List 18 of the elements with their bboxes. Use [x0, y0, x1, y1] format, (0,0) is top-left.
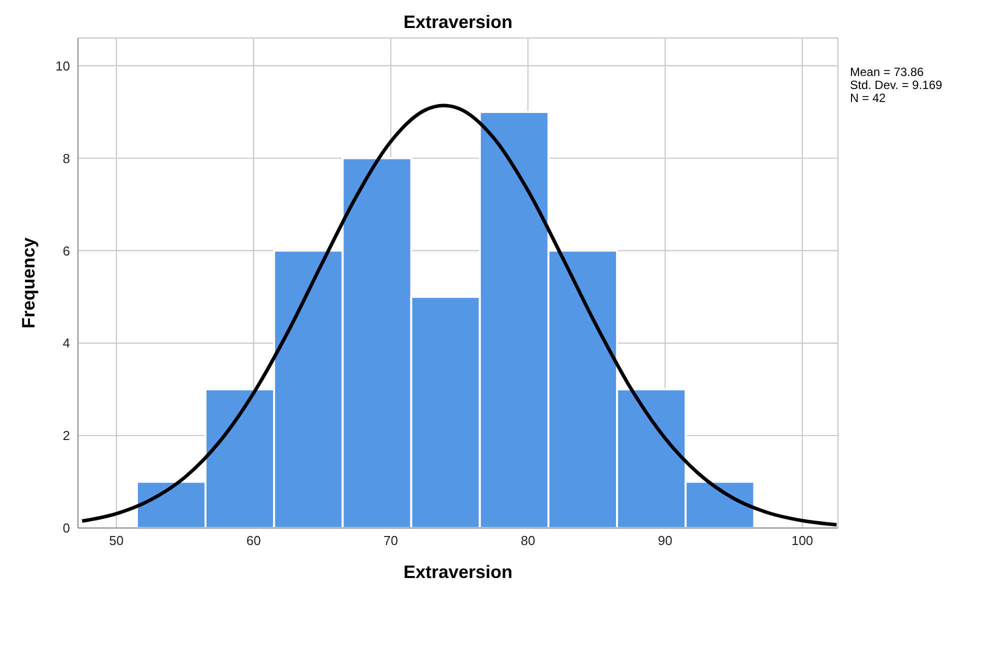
x-tick-label: 70	[384, 533, 398, 548]
x-axis-title: Extraversion	[403, 562, 513, 582]
x-tick-label: 80	[520, 533, 536, 548]
y-tick-label: 4	[62, 336, 70, 351]
y-tick-label: 2	[62, 428, 70, 444]
y-tick-label: 10	[56, 58, 70, 74]
x-tick-label: 50	[109, 533, 124, 548]
text: Std. Dev. = 9.169	[850, 78, 942, 92]
y-tick-label: 6	[62, 243, 70, 258]
text: N = 42	[850, 91, 887, 105]
y-axis-title: Frequency	[18, 237, 38, 329]
chart-title: Extraversion	[402, 12, 514, 33]
x-tick-label: 60	[246, 533, 261, 548]
y-tick-label: 0	[62, 520, 70, 536]
x-tick-label: 90	[658, 533, 672, 548]
y-tick-label: 8	[62, 150, 70, 166]
text: Mean = 73.86	[850, 65, 925, 79]
x-tick-label: 100	[791, 533, 814, 548]
